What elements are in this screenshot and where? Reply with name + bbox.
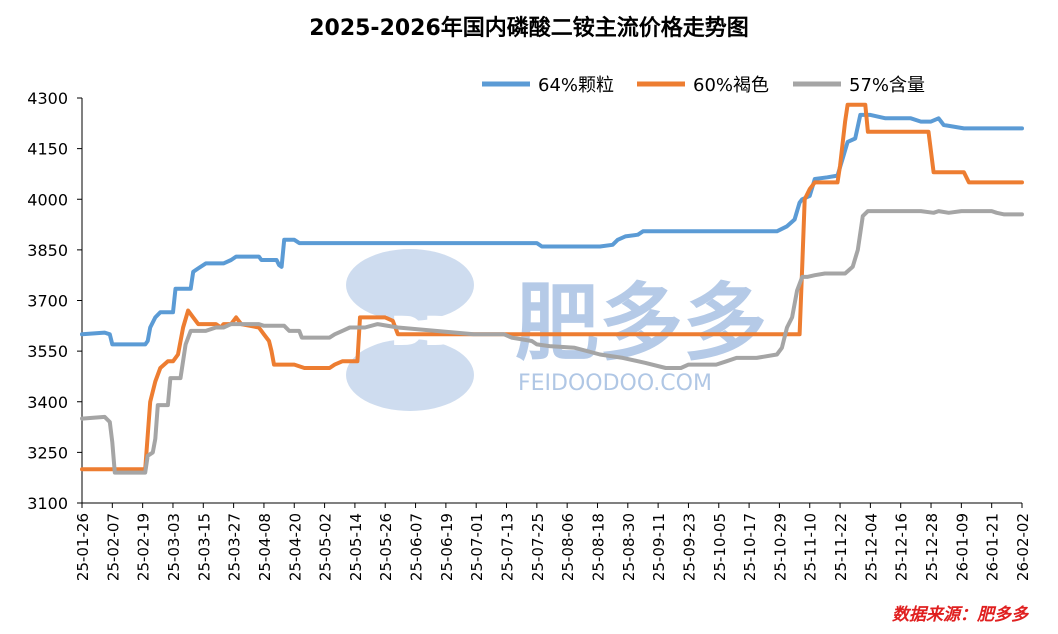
- x-tick-label: 25-06-07: [408, 513, 426, 581]
- x-tick-label: 25-11-10: [802, 513, 820, 581]
- y-tick-label: 3850: [27, 241, 68, 260]
- watermark-url: FEIDOODOO.COM: [518, 371, 712, 396]
- x-tick-label: 25-07-13: [499, 513, 517, 581]
- x-tick-label: 25-10-05: [711, 513, 729, 581]
- y-tick-label: 3700: [27, 292, 68, 311]
- x-tick-label: 25-05-02: [317, 513, 335, 581]
- x-tick-label: 25-07-25: [529, 513, 547, 581]
- x-tick-label: 25-03-15: [195, 513, 213, 581]
- x-tick-label: 25-09-11: [650, 513, 668, 581]
- series-line-1: [80, 112, 1024, 347]
- y-tick-label: 3550: [27, 342, 68, 361]
- legend-label: 57%含量: [849, 75, 925, 96]
- x-tick-label: 25-07-01: [468, 513, 486, 581]
- legend-label: 64%颗粒: [538, 75, 614, 96]
- x-tick-label: 25-05-14: [347, 513, 365, 581]
- x-tick-label: 25-12-28: [923, 513, 941, 581]
- x-tick-label: 26-02-02: [1014, 513, 1032, 581]
- legend-label: 60%褐色: [693, 75, 769, 96]
- x-tick-label: 25-10-17: [741, 513, 759, 581]
- x-tick-label: 25-04-08: [256, 513, 274, 581]
- x-tick-label: 26-01-09: [953, 513, 971, 581]
- x-tick-label: 25-08-30: [620, 513, 638, 581]
- y-tick-label: 3400: [27, 393, 68, 412]
- legend: 64%颗粒 60%褐色 57%含量: [482, 75, 925, 96]
- y-tick-label: 4000: [27, 190, 68, 209]
- x-tick-label: 25-06-19: [438, 513, 456, 581]
- x-tick-label: 25-12-04: [862, 513, 880, 581]
- x-tick-label: 25-01-26: [74, 513, 92, 581]
- x-tick-label: 25-02-19: [135, 513, 153, 581]
- watermark: FDD 肥多多 FEIDOODOO.COM: [346, 249, 767, 411]
- x-tick-label: 25-03-03: [165, 513, 183, 581]
- x-tick-label: 25-10-29: [771, 513, 789, 581]
- y-tick-label: 4300: [27, 89, 68, 108]
- x-tick-label: 25-11-22: [832, 513, 850, 581]
- axes: 4300 4150 4000 3850 3700 3550 3400 3250 3100 25-0…: [27, 89, 1032, 581]
- x-tick-label: 25-05-26: [377, 513, 395, 581]
- x-tick-label: 26-01-21: [984, 513, 1002, 581]
- chart-title: 2025-2026年国内磷酸二铵主流价格走势图: [309, 16, 749, 41]
- watermark-logo-bottom: [346, 339, 474, 411]
- series-line-2: [80, 102, 1024, 472]
- x-tick-label: 25-08-06: [559, 513, 577, 581]
- y-tick-label: 3100: [27, 494, 68, 513]
- x-tick-label: 25-12-16: [893, 513, 911, 581]
- y-tick-label: 4150: [27, 140, 68, 159]
- x-tick-label: 25-03-27: [226, 513, 244, 581]
- x-tick-label: 25-09-23: [680, 513, 698, 581]
- watermark-brand: 肥多多: [515, 274, 767, 372]
- series-lines: [80, 102, 1024, 475]
- y-tick-label: 3250: [27, 443, 68, 462]
- data-source: 数据来源：肥多多: [892, 605, 1028, 625]
- x-tick-label: 25-02-07: [104, 513, 122, 581]
- watermark-logo-top: [346, 249, 474, 321]
- series-line-3: [80, 209, 1024, 475]
- x-tick-label: 25-04-20: [286, 513, 304, 581]
- x-tick-label: 25-08-18: [589, 513, 607, 581]
